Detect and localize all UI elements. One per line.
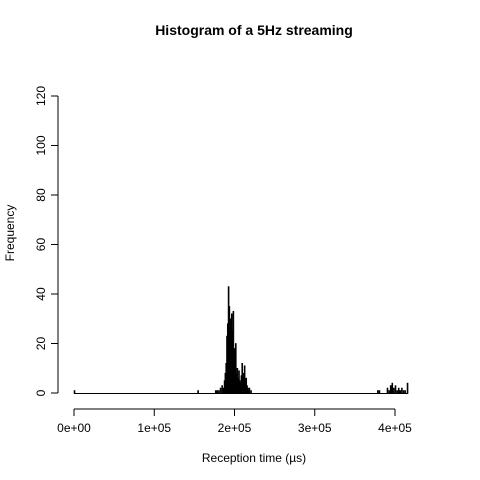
histogram-bar: [389, 385, 392, 394]
x-tick-label: 2e+05: [218, 421, 252, 435]
x-tick-label: 1e+05: [137, 421, 171, 435]
histogram-bar: [250, 390, 252, 394]
histogram-bar: [393, 387, 395, 394]
histogram-bar: [216, 390, 219, 394]
histogram-bar: [197, 390, 199, 394]
histogram-bar: [243, 365, 246, 394]
y-tick-label: 20: [34, 337, 48, 351]
y-tick-label: 80: [34, 188, 48, 202]
x-tick-label: 4e+05: [378, 421, 412, 435]
y-axis-title: Frequency: [3, 205, 17, 262]
histogram-bar: [219, 387, 222, 394]
y-tick-label: 60: [34, 238, 48, 252]
histogram-bar: [218, 390, 220, 394]
x-tick-label: 0e+00: [57, 421, 91, 435]
y-tick-label: 120: [34, 86, 48, 106]
histogram-bar: [396, 390, 398, 394]
y-tick-label: 40: [34, 287, 48, 301]
x-tick-label: 3e+05: [298, 421, 332, 435]
y-tick-label: 0: [34, 389, 48, 396]
y-axis: 0 20 40 60 80 100 120: [34, 86, 59, 396]
histogram-bar: [399, 390, 402, 394]
histogram-bar: [73, 390, 76, 394]
histogram-bar: [248, 387, 251, 394]
histogram-bars: [73, 286, 409, 394]
y-tick-label: 100: [34, 135, 48, 155]
histogram-bar: [406, 382, 409, 394]
histogram-bar: [402, 390, 405, 394]
histogram-bar: [394, 385, 397, 394]
histogram-bar: [388, 390, 390, 394]
histogram-bar: [397, 387, 400, 394]
histogram-bar: [391, 382, 394, 394]
histogram-bar: [235, 343, 237, 394]
histogram-bar: [404, 390, 406, 394]
histogram-bar: [378, 390, 381, 394]
histogram-bar: [221, 385, 223, 394]
x-axis: 0e+00 1e+05 2e+05 3e+05 4e+05: [57, 408, 412, 435]
x-axis-title: Reception time (µs): [202, 451, 306, 465]
chart-title: Histogram of a 5Hz streaming: [155, 22, 353, 38]
histogram-bar: [386, 387, 389, 394]
histogram-bar: [377, 390, 379, 394]
histogram-bar: [401, 387, 403, 394]
histogram-bar: [214, 390, 217, 394]
